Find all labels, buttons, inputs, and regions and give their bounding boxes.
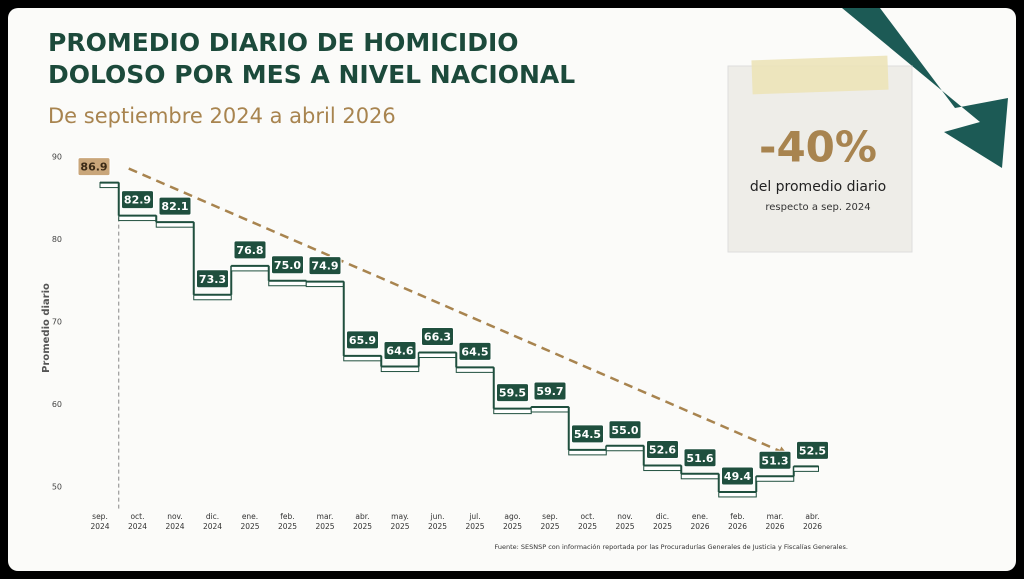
decor-arrow (842, 8, 1008, 168)
x-tick-label: may. 2025 (390, 512, 409, 531)
label-box (271, 255, 304, 275)
x-tick-label: mar. 2025 (315, 512, 334, 531)
callout-headline: -40% (759, 123, 877, 172)
data-label: 82.9 (124, 194, 151, 207)
x-tick-label: nov. 2025 (615, 512, 634, 531)
x-tick-label: jun. 2025 (428, 512, 447, 531)
data-label: 74.9 (311, 260, 338, 273)
data-label: 64.6 (386, 345, 413, 358)
data-label: 66.3 (424, 331, 451, 344)
data-label: 59.7 (536, 385, 563, 398)
data-label: 52.5 (799, 444, 826, 457)
tape (751, 55, 889, 95)
label-box (683, 448, 717, 468)
data-label: 73.3 (199, 273, 226, 286)
label-box (421, 327, 454, 347)
data-label: 82.1 (161, 200, 188, 213)
y-tick-label: 70 (52, 318, 62, 327)
label-box (758, 450, 792, 470)
x-tick-label: oct. 2024 (128, 512, 147, 531)
x-tick-label: ene. 2026 (690, 512, 709, 531)
data-label: 64.5 (461, 345, 488, 358)
x-tick-label: dic. 2024 (203, 512, 222, 531)
callout-box (727, 65, 913, 253)
callout-note: respecto a sep. 2024 (765, 202, 870, 213)
chart-title: DOLOSO POR MES A NIVEL NACIONAL (48, 60, 575, 89)
data-label: 76.8 (236, 244, 263, 257)
chart-title: PROMEDIO DIARIO DE HOMICIDIO (48, 28, 519, 57)
data-label: 49.4 (724, 470, 751, 483)
label-box (196, 269, 229, 289)
x-tick-label: ago. 2025 (503, 512, 522, 531)
label-box (158, 196, 192, 216)
label-box (496, 383, 529, 403)
label-box (121, 190, 154, 210)
x-tick-label: sep. 2024 (90, 512, 109, 531)
label-box (608, 420, 642, 440)
data-label: 51.3 (761, 454, 788, 467)
data-label: 65.9 (349, 334, 376, 347)
label-box (233, 240, 267, 260)
y-tick-label: 60 (52, 400, 62, 409)
callout-text: del promedio diario (750, 179, 886, 195)
data-label: 55.0 (611, 424, 638, 437)
x-tick-label: feb. 2026 (728, 512, 747, 531)
data-label: 59.5 (499, 387, 526, 400)
label-box (533, 381, 567, 401)
data-label: 86.9 (80, 161, 107, 174)
label-box (571, 424, 604, 444)
y-axis-label: Promedio diario (41, 283, 52, 373)
x-tick-label: mar. 2026 (765, 512, 784, 531)
label-box (646, 440, 679, 460)
y-tick-label: 50 (52, 483, 62, 492)
x-tick-label: abr. 2025 (353, 512, 372, 531)
x-tick-label: feb. 2025 (278, 512, 297, 531)
label-box (721, 466, 754, 486)
data-label: 75.0 (274, 259, 301, 272)
source: Fuente: SESNSP con información reportada… (494, 543, 848, 551)
label-box (346, 330, 379, 350)
x-tick-label: ene. 2025 (240, 512, 259, 531)
chart-subtitle: De septiembre 2024 a abril 2026 (48, 104, 396, 128)
label-box (308, 256, 342, 276)
data-label: 54.5 (574, 428, 601, 441)
label-box (458, 341, 492, 361)
x-tick-label: sep. 2025 (540, 512, 559, 531)
y-tick-label: 90 (52, 153, 62, 162)
x-tick-label: abr. 2026 (803, 512, 822, 531)
x-tick-label: oct. 2025 (578, 512, 597, 531)
x-tick-label: nov. 2024 (165, 512, 184, 531)
data-label: 52.6 (649, 444, 676, 457)
label-box (77, 157, 111, 177)
label-box (383, 341, 417, 361)
y-tick-label: 80 (52, 235, 62, 244)
label-box (796, 440, 829, 460)
data-label: 51.6 (686, 452, 713, 465)
x-tick-label: dic. 2025 (653, 512, 672, 531)
x-tick-label: jul. 2025 (465, 512, 484, 531)
